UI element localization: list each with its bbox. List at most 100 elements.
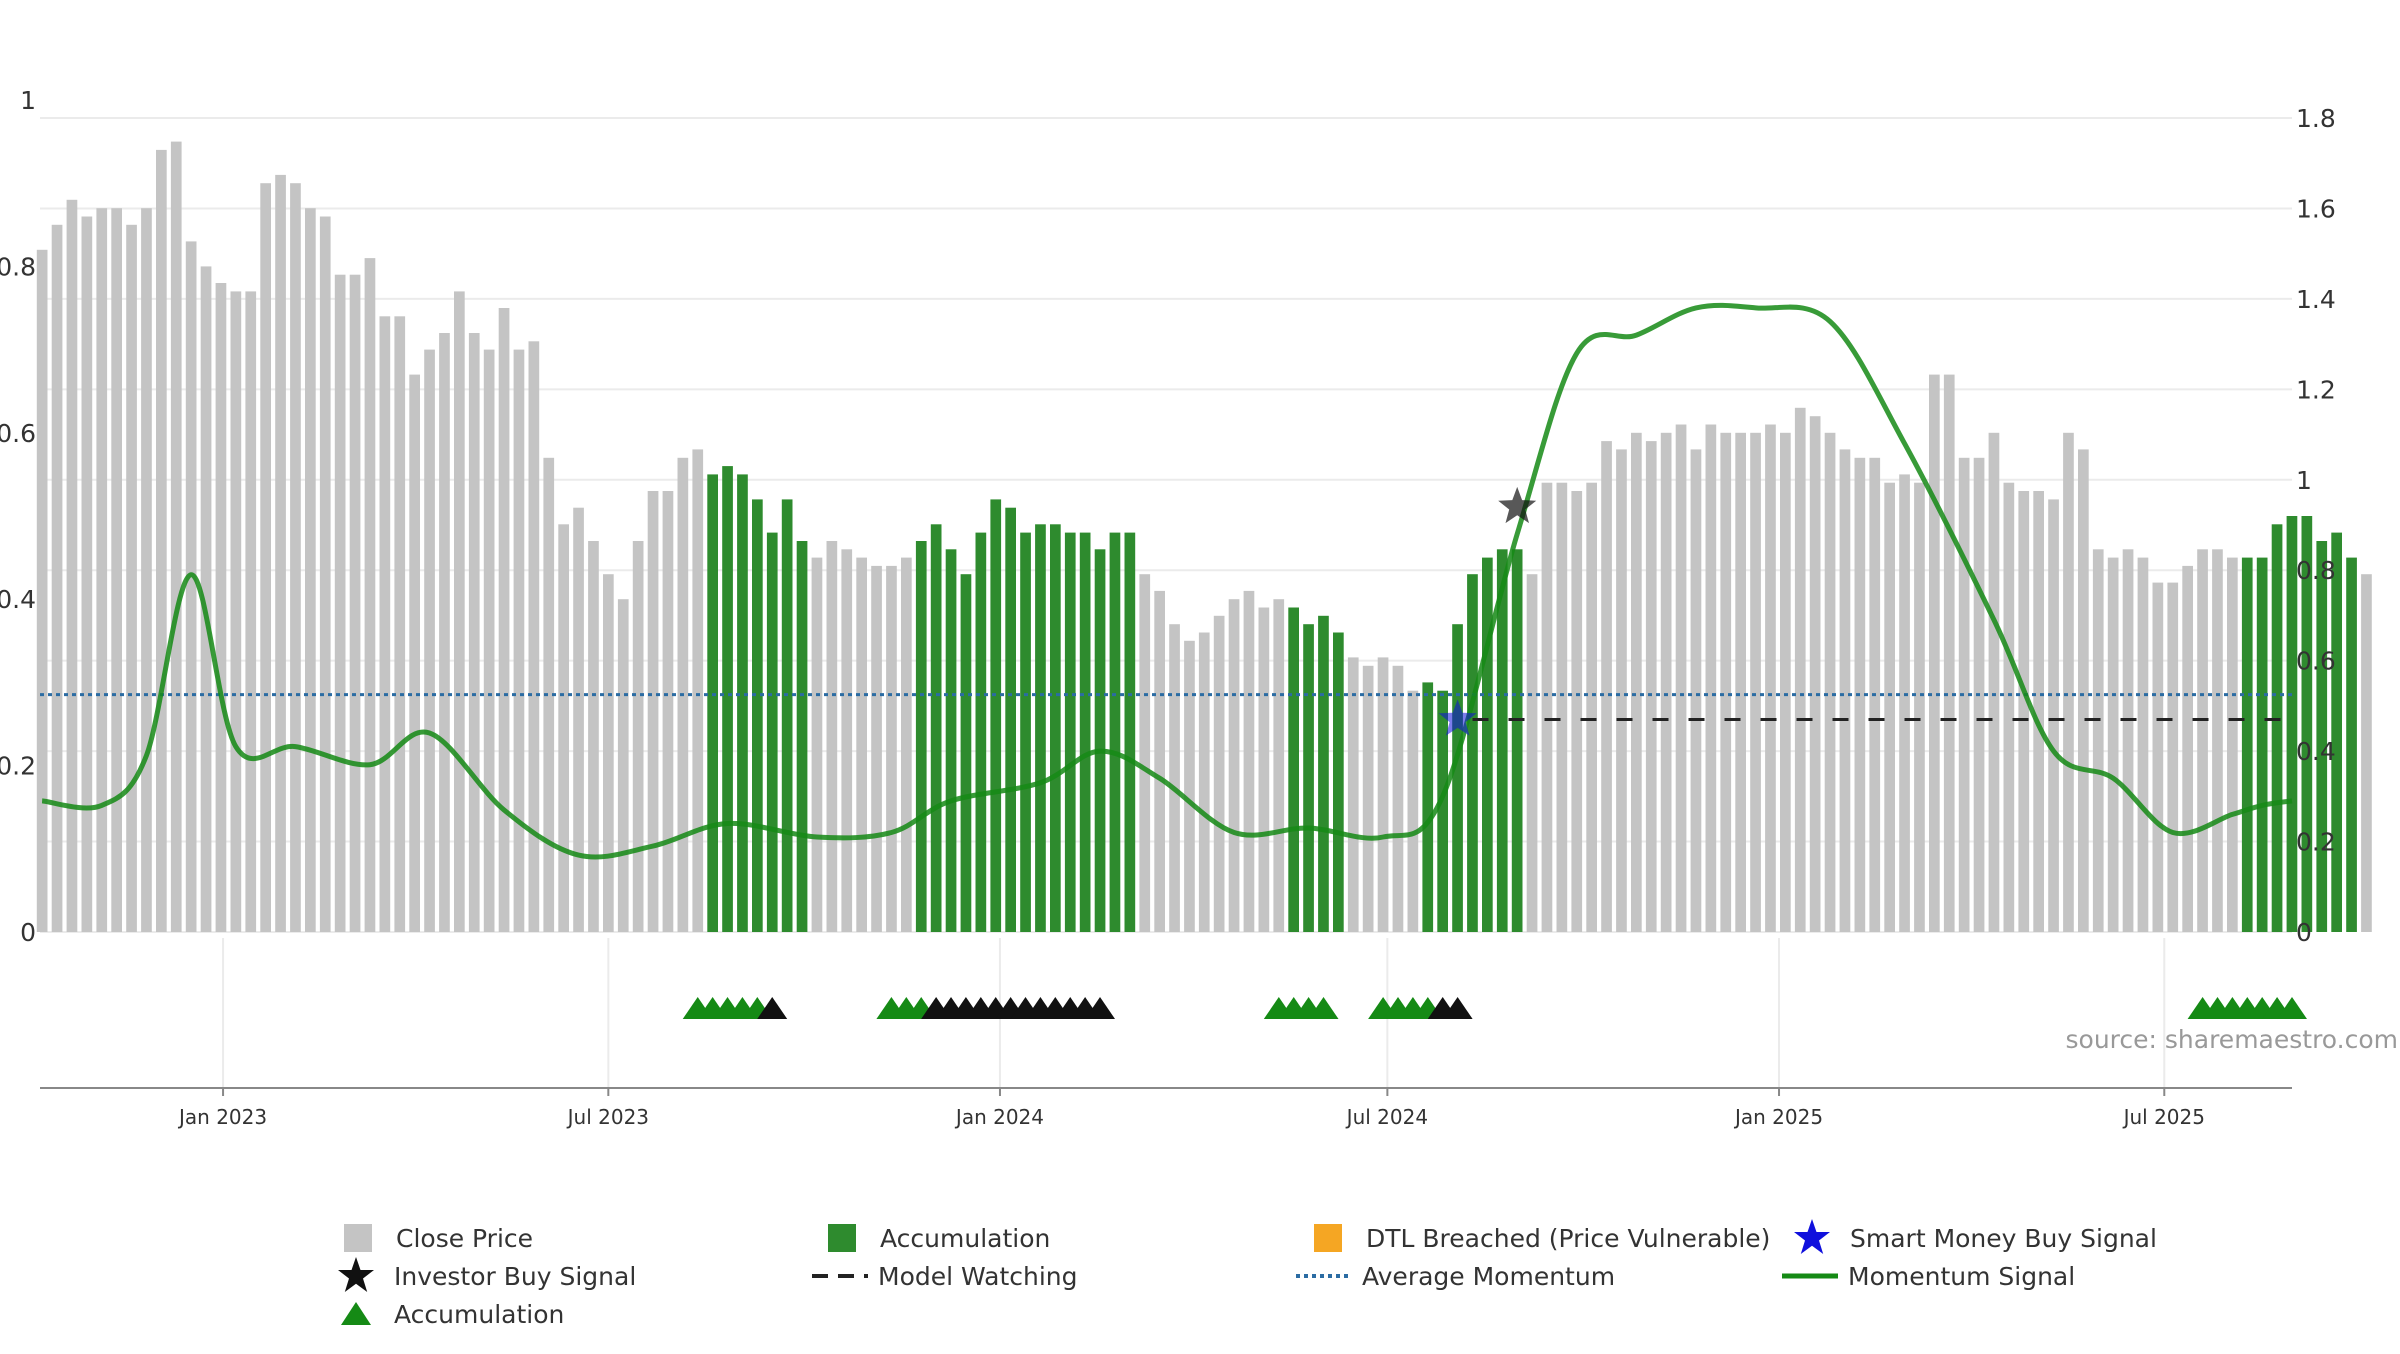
legend-item-close-price: Close Price (328, 1218, 533, 1258)
close-price-bar (1616, 449, 1627, 932)
left-axis-tick-label: 0.2 (0, 752, 36, 781)
close-price-bar (170, 141, 182, 933)
legend-item-accumulation-marker: Accumulation (326, 1294, 564, 1334)
left-axis-tick-label: 0.8 (0, 252, 36, 281)
close-price-bar (1705, 424, 1717, 932)
close-price-bar (141, 208, 152, 932)
close-price-bar (394, 316, 406, 932)
accumulation-bar (1094, 549, 1106, 932)
close-price-bar (126, 224, 137, 933)
close-price-bar (1914, 482, 1925, 932)
close-price-bar (2361, 574, 2372, 932)
close-price-bar (1184, 640, 1195, 932)
close-price-bar (1899, 474, 1910, 932)
close-price-bar (1407, 690, 1419, 932)
accumulation-bar (766, 532, 778, 932)
close-price-bar (558, 524, 569, 932)
left-axis-tick-label: 0 (20, 918, 36, 947)
close-price-bar (1571, 491, 1583, 932)
close-price-bar (200, 266, 212, 932)
close-price-bar (2152, 582, 2164, 932)
accumulation-bar (945, 549, 957, 932)
accumulation-bar (2301, 516, 2313, 932)
close-price-bar (2063, 432, 2074, 932)
close-price-bar (1213, 615, 1225, 932)
accumulation-bar (1467, 574, 1478, 932)
close-price-bar (811, 557, 823, 932)
close-price-bar (305, 208, 316, 932)
investor-buy-star (1498, 486, 1537, 524)
close-price-bar (1601, 441, 1612, 932)
close-price-bar (1228, 599, 1240, 932)
close-price-bar (901, 557, 912, 932)
close-price-bar (2227, 557, 2238, 932)
right-axis-tick-label: 1.4 (2296, 285, 2336, 314)
accumulation-bar (990, 499, 1002, 932)
axes: 0 0.2 0.4 0.6 0.8 1 0 0.2 0.4 0.6 0.8 1 1.2 1.4 1.6 1.8… (0, 86, 2336, 1129)
smart-money-buy-star (1438, 699, 1477, 736)
close-price-bar (349, 274, 361, 932)
close-price-bar (573, 507, 584, 932)
accumulation-bar (2241, 557, 2253, 932)
close-price-bar (1794, 407, 1806, 932)
close-price-bar (2212, 549, 2223, 932)
close-price-bar (692, 449, 704, 932)
accumulation-bar (737, 474, 748, 932)
dotted-line-icon (1294, 1256, 1354, 1296)
x-axis-tick-label: Jan 2025 (1733, 1105, 1823, 1129)
legend-item-smart-money: Smart Money Buy Signal (1782, 1218, 2157, 1258)
source-note: source: sharemaestro.com (2065, 1025, 2399, 1054)
close-price-bar (1258, 607, 1270, 932)
close-price-bar (617, 599, 629, 932)
close-price-bar (2122, 549, 2134, 932)
close-price-bar (1347, 657, 1359, 932)
dtl-breached-swatch (1298, 1218, 1358, 1258)
accumulation-bar (1318, 615, 1329, 932)
right-axis-tick-label: 0.8 (2296, 556, 2336, 585)
close-price-bar (260, 183, 271, 932)
accumulation-marker (2277, 997, 2307, 1019)
close-price-bar (856, 557, 867, 932)
close-price-bar (2048, 499, 2059, 932)
close-price-bar (1645, 441, 1657, 932)
legend-label-accumulation-bar: Accumulation (880, 1223, 1051, 1253)
close-price-bar (632, 541, 644, 932)
accumulation-bar (722, 466, 733, 932)
close-price-bar (1154, 590, 1165, 932)
investor-buy-marker (1085, 997, 1116, 1019)
close-price-bar (215, 283, 227, 932)
legend-item-accumulation-bar: Accumulation (812, 1218, 1050, 1258)
close-price-bar (364, 258, 376, 933)
close-price-bar (2182, 565, 2193, 932)
close-price-bar (1169, 624, 1180, 932)
accumulation-bar-swatch (812, 1218, 872, 1258)
signal-markers (682, 486, 2307, 1019)
close-price-bar (2092, 549, 2104, 932)
close-price-bar (1929, 374, 1940, 933)
close-price-bar (1735, 432, 1746, 932)
right-axis-tick-label: 1.8 (2296, 104, 2336, 133)
close-price-bar (483, 349, 495, 933)
close-price-bar (1765, 424, 1776, 932)
x-axis-tick-label: Jan 2024 (954, 1105, 1044, 1129)
legend-label-average-momentum: Average Momentum (1362, 1261, 1616, 1291)
accumulation-bar (752, 499, 763, 932)
blue-star-icon (1782, 1218, 1842, 1258)
accumulation-bar (1079, 532, 1091, 932)
close-price-bar (1526, 574, 1538, 932)
close-price-bar (1780, 432, 1791, 932)
accumulation-bar (2271, 524, 2283, 932)
legend-item-model-watching: Model Watching (810, 1256, 1078, 1296)
solid-line-icon (1780, 1256, 1840, 1296)
right-axis-tick-label: 0.2 (2296, 828, 2336, 857)
close-price-bar (2107, 557, 2119, 932)
close-price-bar (2137, 557, 2149, 932)
close-price-bar (1884, 482, 1895, 932)
dashed-line-icon (810, 1256, 870, 1296)
accumulation-bar (1482, 557, 1493, 932)
close-price-bar (1139, 574, 1151, 932)
x-axis-tick-label: Jul 2023 (566, 1105, 649, 1129)
close-price-bar (96, 208, 108, 932)
legend-item-momentum-signal: Momentum Signal (1780, 1256, 2075, 1296)
close-price-bar (2003, 482, 2015, 932)
